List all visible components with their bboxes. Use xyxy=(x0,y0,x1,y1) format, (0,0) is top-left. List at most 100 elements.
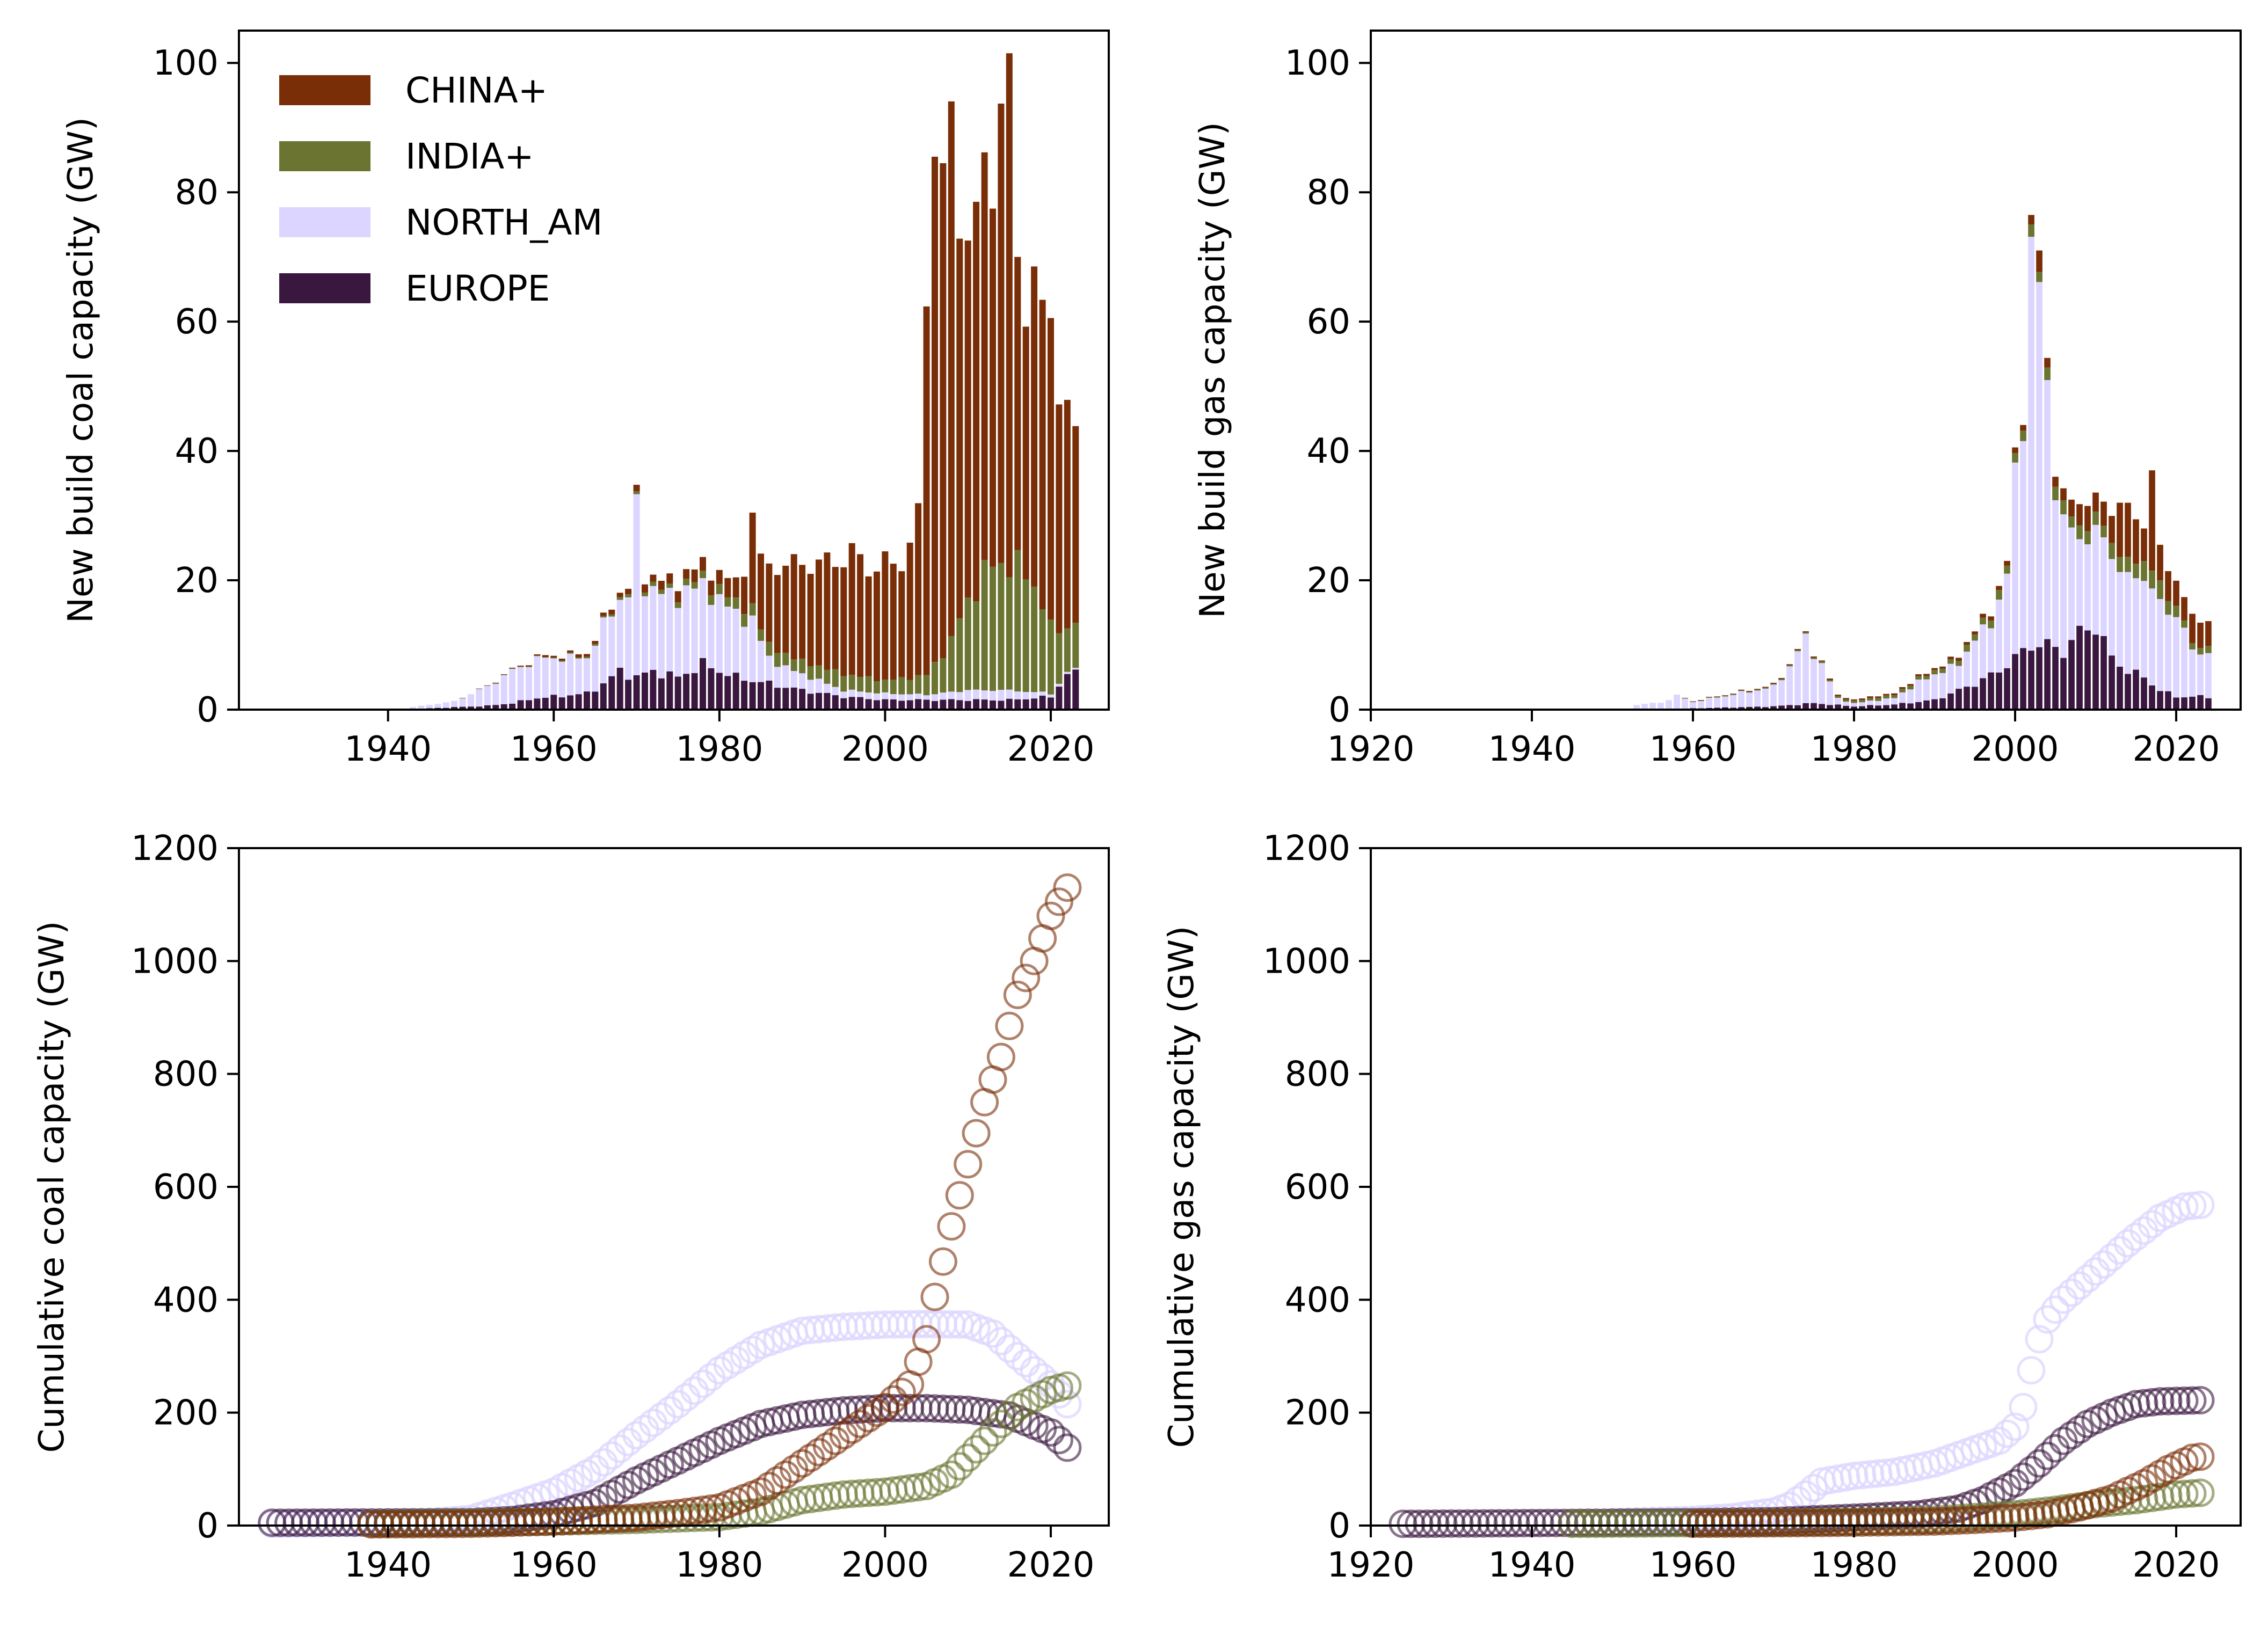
bar-north-am-1980 xyxy=(1851,703,1857,707)
bar-china-2009 xyxy=(956,238,963,618)
bar-china-1997 xyxy=(1988,616,1994,621)
point-china-2008 xyxy=(937,1212,966,1241)
bar-china-1986 xyxy=(1899,687,1906,689)
bar-india-1984 xyxy=(1883,695,1889,699)
bar-europe-1958 xyxy=(534,698,541,710)
point-europe-2014 xyxy=(986,1400,1015,1429)
bar-china-2013 xyxy=(2117,502,2123,557)
bar-north-am-2015 xyxy=(2133,578,2139,670)
point-north-am-2015 xyxy=(2121,1222,2150,1251)
bar-north-am-1991 xyxy=(807,680,814,694)
bar-north-am-2020 xyxy=(1048,694,1054,698)
bar-north-am-1978 xyxy=(700,578,706,658)
point-north-am-2013 xyxy=(978,1319,1007,1348)
bar-europe-1952 xyxy=(484,705,491,710)
bar-india-2013 xyxy=(990,567,996,691)
bar-europe-2021 xyxy=(2181,697,2187,710)
y-tick-label: 60 xyxy=(1307,302,1350,342)
bar-north-am-2006 xyxy=(2060,514,2067,658)
bar-north-am-1999 xyxy=(2004,573,2010,668)
bar-north-am-1959 xyxy=(1682,698,1688,709)
point-north-am-2016 xyxy=(1003,1342,1032,1370)
bar-china-1993 xyxy=(824,552,831,670)
bar-india-1974 xyxy=(1802,632,1809,634)
point-europe-1932 xyxy=(1453,1509,1482,1538)
bar-europe-2011 xyxy=(2100,636,2107,710)
point-north-am-2001 xyxy=(2009,1392,2038,1421)
bar-europe-2022 xyxy=(2189,696,2196,710)
bar-china-1989 xyxy=(790,554,797,660)
bar-india-1994 xyxy=(1964,645,1970,652)
point-china-1991 xyxy=(1928,1507,1957,1536)
bar-india-1999 xyxy=(874,681,880,694)
bar-north-am-2024 xyxy=(2205,653,2212,698)
bar-india-1976 xyxy=(683,579,690,586)
bar-europe-1954 xyxy=(500,704,507,710)
bar-north-am-2006 xyxy=(932,694,938,701)
bar-india-1983 xyxy=(741,614,748,627)
point-europe-1930 xyxy=(1437,1509,1466,1538)
bar-china-1984 xyxy=(1883,694,1889,696)
point-china-1995 xyxy=(1960,1506,1989,1534)
bar-north-am-1955 xyxy=(1649,703,1656,710)
bar-north-am-1954 xyxy=(1641,704,1648,710)
panel-gas-cumulative: 1920 1940 1960 1980 2000 2020 0 200 400 600 800 100… xyxy=(1162,829,2242,1585)
point-india-2004 xyxy=(904,1473,933,1501)
point-china-1986 xyxy=(1888,1508,1917,1536)
bar-europe-1982 xyxy=(732,673,739,710)
point-china-2017 xyxy=(1012,964,1041,993)
bar-north-am-1989 xyxy=(1923,679,1930,701)
bar-china-1993 xyxy=(1956,658,1962,661)
bar-north-am-1960 xyxy=(1690,702,1696,709)
bar-europe-1959 xyxy=(542,698,549,710)
point-north-am-2009 xyxy=(2073,1264,2102,1293)
bar-north-am-1960 xyxy=(550,658,557,695)
point-europe-1928 xyxy=(1421,1509,1450,1538)
y-axis-label: New build gas capacity (GW) xyxy=(1193,122,1233,618)
bar-india-2011 xyxy=(2100,526,2107,537)
panel-coal-cumulative: 1940 1960 1980 2000 2020 0 200 400 600 800 1000 120… xyxy=(32,829,1110,1585)
bar-india-1978 xyxy=(700,571,706,578)
bar-india-2020 xyxy=(2173,605,2179,617)
point-china-1970 xyxy=(1759,1509,1788,1538)
bar-india-1971 xyxy=(1778,679,1785,681)
bar-india-2022 xyxy=(2189,643,2196,650)
bar-europe-1971 xyxy=(642,673,648,710)
bar-north-am-1978 xyxy=(1835,698,1841,705)
bar-china-2013 xyxy=(990,208,996,567)
bar-china-1981 xyxy=(1859,698,1865,701)
bar-india-1959 xyxy=(1682,698,1688,699)
bar-north-am-1957 xyxy=(526,667,532,701)
bar-europe-1982 xyxy=(1867,705,1873,710)
bar-china-1983 xyxy=(1875,696,1881,698)
bar-europe-1972 xyxy=(1786,705,1793,710)
point-north-am-1998 xyxy=(1985,1426,2013,1455)
bar-north-am-1985 xyxy=(1891,698,1898,705)
point-north-am-2023 xyxy=(2186,1191,2215,1220)
bar-india-1987 xyxy=(774,653,781,667)
point-china-1984 xyxy=(1872,1508,1901,1537)
bar-europe-2016 xyxy=(2141,677,2147,710)
bar-china-2020 xyxy=(2173,580,2179,606)
point-north-am-2012 xyxy=(2097,1243,2126,1272)
bar-china-2021 xyxy=(1056,404,1063,633)
bar-china-2015 xyxy=(2133,519,2139,564)
bar-north-am-2018 xyxy=(1031,692,1038,699)
bar-china-2006 xyxy=(2060,488,2067,501)
bar-india-1991 xyxy=(1939,668,1946,673)
bar-europe-2002 xyxy=(898,701,905,710)
bar-north-am-1986 xyxy=(1899,692,1906,703)
x-tick-label: 1940 xyxy=(1488,1545,1576,1585)
bar-india-1997 xyxy=(1988,621,1994,629)
bar-china-1991 xyxy=(807,574,814,666)
bar-europe-1979 xyxy=(708,668,715,710)
bar-india-2007 xyxy=(2068,516,2075,528)
bar-europe-1948 xyxy=(451,707,458,710)
bar-china-2001 xyxy=(890,564,897,680)
point-north-am-2003 xyxy=(2025,1325,2054,1354)
bar-europe-2012 xyxy=(981,699,988,710)
bar-europe-1996 xyxy=(848,697,855,710)
bar-north-am-1998 xyxy=(1996,599,2002,673)
y-tick-label: 800 xyxy=(153,1055,219,1095)
bar-china-2012 xyxy=(981,152,988,560)
